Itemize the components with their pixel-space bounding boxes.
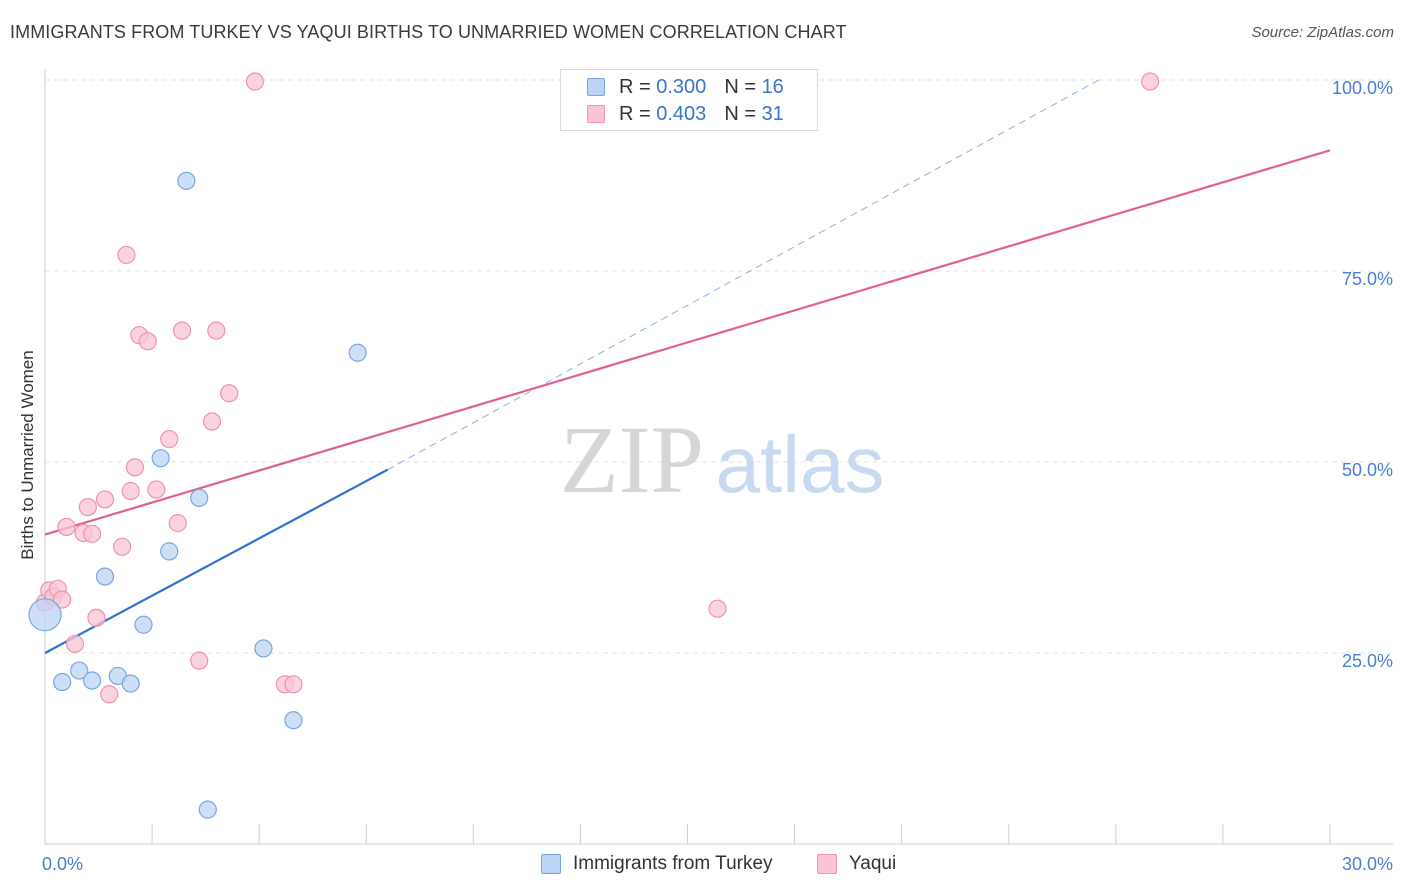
- bottom-legend-swatch-turkey: [541, 854, 561, 874]
- data-point-yaqui: [100, 685, 119, 704]
- y-tick-label: 25.0%: [1342, 651, 1393, 671]
- bottom-legend-turkey: Immigrants from Turkey: [541, 852, 773, 876]
- data-point-yaqui: [284, 675, 303, 694]
- data-point-turkey: [151, 449, 170, 468]
- data-point-yaqui: [83, 524, 102, 543]
- data-point-yaqui: [1140, 72, 1160, 91]
- legend-r-value-turkey: 0.300: [656, 75, 707, 98]
- y-tick-label: 75.0%: [1342, 269, 1393, 289]
- x-tick-label: 30.0%: [1342, 854, 1393, 874]
- data-point-turkey: [121, 674, 140, 693]
- trend-line-yaqui: [44, 149, 1331, 536]
- tick-labels: 25.0% 50.0% 75.0% 100.0% 0.0% 30.0%: [42, 78, 1393, 874]
- legend-r-label: R =: [619, 102, 651, 125]
- data-point-turkey: [348, 343, 367, 362]
- legend-n-label: N =: [724, 102, 756, 125]
- data-point-yaqui: [53, 590, 72, 609]
- legend: R = 0.300 N = 16 R = 0.403 N = 31: [560, 69, 818, 131]
- data-point-yaqui: [138, 332, 157, 351]
- data-point-yaqui: [207, 321, 226, 340]
- legend-r-label: R =: [619, 75, 651, 98]
- legend-r-value-yaqui: 0.403: [656, 102, 707, 125]
- data-point-yaqui: [87, 608, 106, 627]
- gridlines: [45, 79, 1393, 654]
- axes: [44, 69, 1393, 845]
- source-label: Source: ZipAtlas.com: [1251, 24, 1394, 41]
- data-point-turkey: [198, 800, 217, 819]
- legend-swatch-yaqui: [587, 105, 605, 123]
- data-point-yaqui: [172, 321, 192, 340]
- watermark-zip: ZIP: [560, 406, 704, 513]
- legend-n-value-turkey: 16: [761, 75, 784, 98]
- y-axis-label: Births to Unmarried Women: [18, 350, 37, 559]
- data-point-turkey: [134, 615, 153, 634]
- y-tick-label: 50.0%: [1342, 460, 1393, 480]
- data-point-turkey: [160, 542, 179, 561]
- trend-line-turkey-extension: [387, 79, 1099, 471]
- data-point-turkey: [83, 671, 102, 690]
- legend-row-yaqui: R = 0.403 N = 31: [587, 102, 784, 126]
- data-point-turkey: [177, 171, 196, 190]
- data-point-yaqui: [160, 429, 179, 449]
- data-point-yaqui: [121, 481, 140, 501]
- trend-lines: [44, 79, 1331, 654]
- bottom-legend-yaqui: Yaqui: [817, 852, 896, 876]
- data-point-yaqui: [57, 517, 76, 537]
- legend-n-value-yaqui: 31: [761, 102, 784, 125]
- data-point-turkey: [53, 672, 72, 692]
- watermark-atlas: atlas: [716, 420, 885, 509]
- data-points: [28, 72, 1160, 819]
- data-point-turkey: [95, 567, 115, 586]
- legend-n-label: N =: [724, 75, 756, 98]
- watermark: ZIP atlas: [560, 406, 884, 513]
- bottom-legend-label-yaqui: Yaqui: [849, 853, 897, 874]
- bottom-legend-label-turkey: Immigrants from Turkey: [573, 853, 773, 874]
- data-point-yaqui: [95, 490, 115, 509]
- legend-swatch-turkey: [587, 78, 605, 96]
- data-point-yaqui: [245, 72, 264, 91]
- x-tick-label: 0.0%: [42, 854, 83, 874]
- data-point-turkey: [190, 488, 209, 508]
- data-point-yaqui: [168, 514, 187, 533]
- data-point-yaqui: [708, 599, 727, 618]
- data-point-yaqui: [125, 458, 145, 477]
- data-point-turkey: [70, 661, 89, 680]
- bottom-legend-swatch-yaqui: [817, 854, 837, 874]
- data-point-yaqui: [220, 384, 239, 403]
- data-point-yaqui: [65, 634, 85, 653]
- y-tick-label: 100.0%: [1332, 78, 1393, 98]
- legend-row-turkey: R = 0.300 N = 16: [587, 75, 784, 99]
- data-point-turkey: [28, 598, 62, 632]
- data-point-yaqui: [202, 412, 222, 431]
- data-point-yaqui: [190, 651, 209, 670]
- chart-title: IMMIGRANTS FROM TURKEY VS YAQUI BIRTHS T…: [10, 22, 847, 42]
- data-point-yaqui: [78, 497, 97, 517]
- data-point-yaqui: [147, 480, 166, 499]
- data-point-yaqui: [112, 537, 132, 556]
- data-point-yaqui: [117, 245, 136, 265]
- data-point-turkey: [284, 711, 303, 730]
- data-point-turkey: [254, 639, 273, 658]
